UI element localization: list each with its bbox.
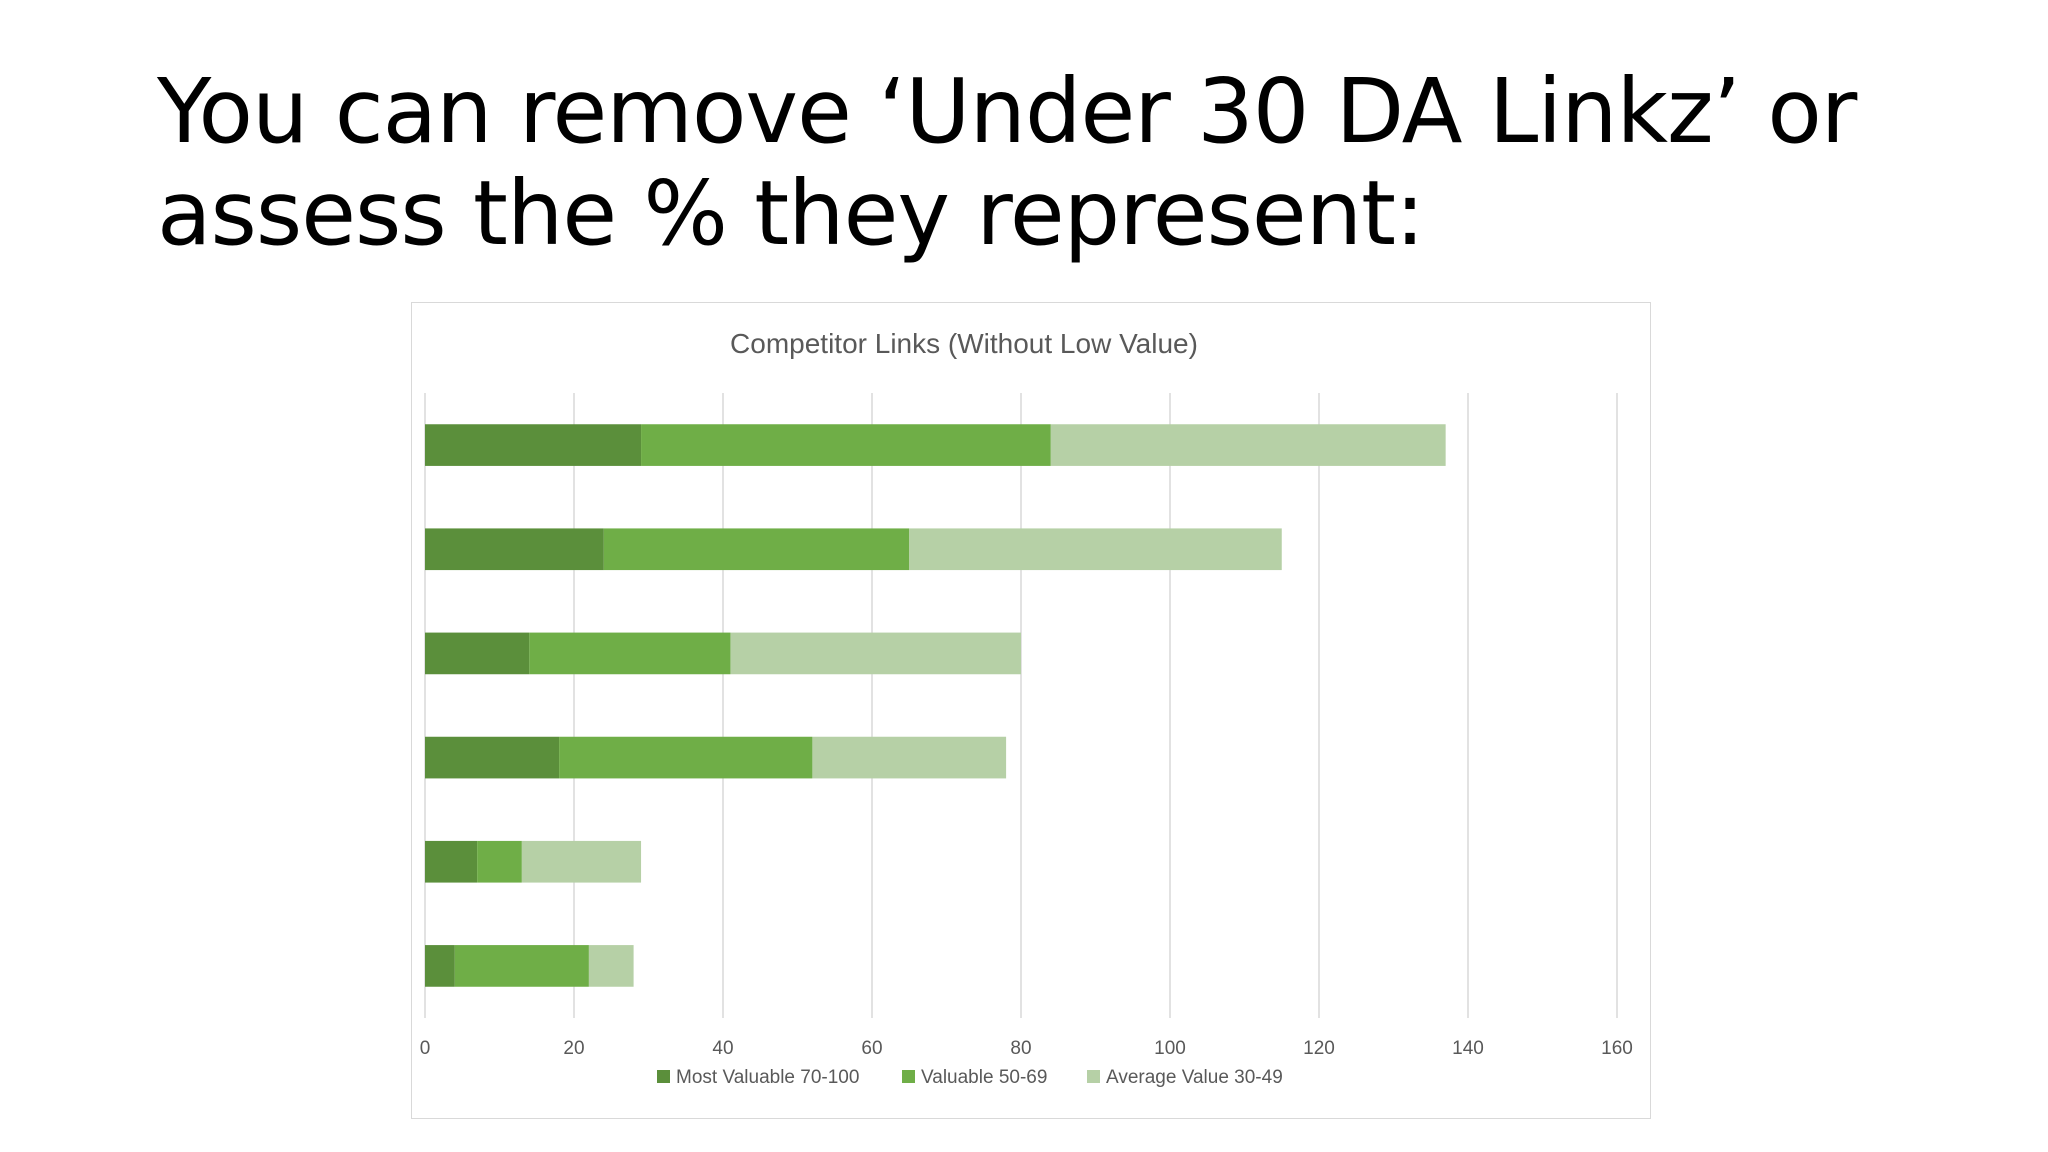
bar-segment-1 bbox=[425, 424, 642, 466]
slide-title-line-1: You can remove ‘Under 30 DA Linkz’ or bbox=[157, 59, 1857, 163]
legend-swatch bbox=[1087, 1070, 1100, 1083]
legend-label: Average Value 30-49 bbox=[1106, 1067, 1283, 1088]
slide-title-line-2: assess the % they represent: bbox=[157, 161, 1425, 265]
x-tick-label: 160 bbox=[1601, 1038, 1633, 1059]
bar-segment-3 bbox=[909, 528, 1282, 571]
legend-swatch bbox=[657, 1070, 670, 1083]
competitor-links-chart: Competitor Links (Without Low Value) 0 20… bbox=[420, 328, 1633, 1088]
legend-label: Most Valuable 70-100 bbox=[676, 1067, 859, 1088]
bar-segment-1 bbox=[425, 632, 530, 675]
bar-segment-3 bbox=[521, 840, 642, 883]
legend-swatch bbox=[902, 1070, 915, 1083]
gridlines bbox=[424, 393, 1618, 1018]
x-tick-label: 60 bbox=[861, 1038, 882, 1059]
bar-segment-3 bbox=[588, 945, 634, 987]
legend: Most Valuable 70-100 Valuable 50-69 Averag… bbox=[657, 1067, 1283, 1088]
legend-label: Valuable 50-69 bbox=[921, 1067, 1047, 1088]
x-tick-label: 20 bbox=[563, 1038, 584, 1059]
bar-segment-3 bbox=[1050, 424, 1446, 466]
bar-segment-2 bbox=[641, 424, 1051, 466]
chart-frame: Competitor Links (Without Low Value) 0 20… bbox=[411, 302, 1651, 1119]
bar-segment-2 bbox=[559, 736, 813, 779]
bar-segment-3 bbox=[730, 632, 1021, 675]
bar-segment-2 bbox=[603, 528, 910, 571]
bar-segment-3 bbox=[812, 736, 1007, 779]
x-tick-label: 100 bbox=[1154, 1038, 1186, 1059]
bar-segment-1 bbox=[425, 528, 604, 571]
x-tick-label: 80 bbox=[1010, 1038, 1031, 1059]
bars bbox=[425, 424, 1446, 987]
chart-title: Competitor Links (Without Low Value) bbox=[730, 328, 1198, 359]
x-tick-label: 120 bbox=[1303, 1038, 1335, 1059]
x-tick-label: 40 bbox=[712, 1038, 733, 1059]
x-tick-label: 0 bbox=[420, 1038, 431, 1059]
bar-segment-1 bbox=[425, 945, 455, 987]
bar-segment-2 bbox=[454, 945, 589, 987]
bar-segment-1 bbox=[425, 736, 560, 779]
bar-segment-2 bbox=[529, 632, 731, 675]
bar-segment-1 bbox=[425, 840, 478, 883]
x-tick-label: 140 bbox=[1452, 1038, 1484, 1059]
bar-segment-2 bbox=[477, 840, 522, 883]
slide-title: You can remove ‘Under 30 DA Linkz’ or as… bbox=[157, 60, 1957, 264]
x-axis-ticks: 0 20 40 60 80 100 120 140 160 bbox=[420, 1038, 1633, 1059]
